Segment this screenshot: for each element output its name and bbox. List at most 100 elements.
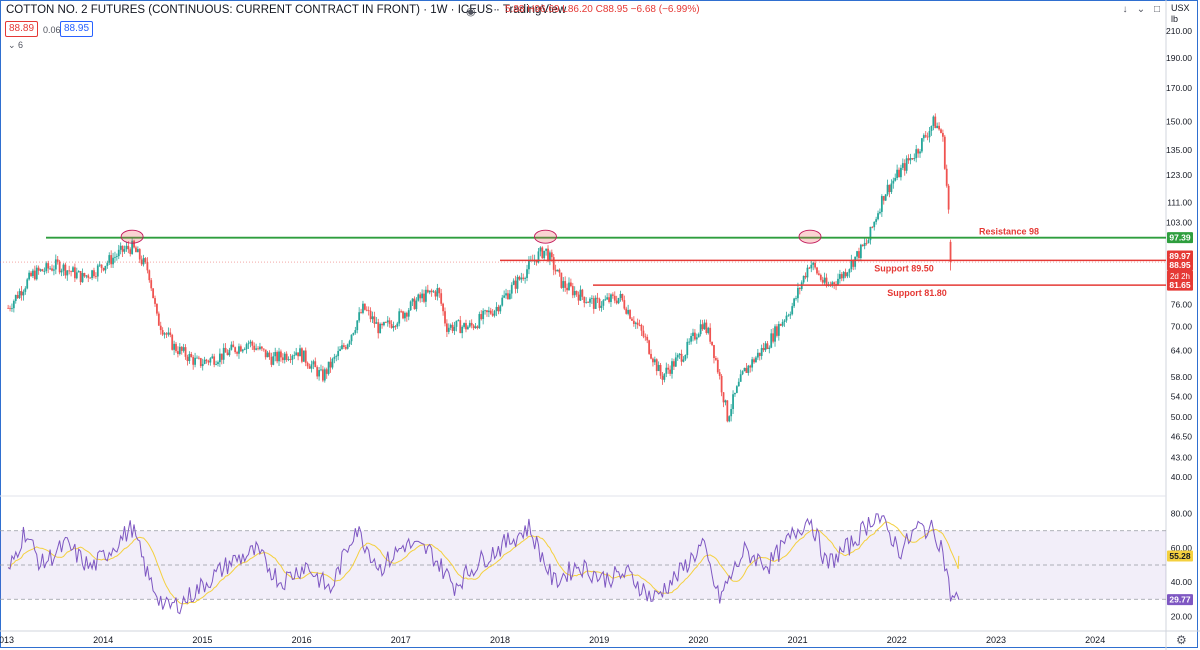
scroll-down-button[interactable]: ↓ bbox=[1122, 4, 1128, 15]
candle bbox=[743, 367, 746, 372]
candle-body bbox=[930, 125, 933, 131]
candle bbox=[823, 272, 826, 286]
candle bbox=[383, 321, 385, 327]
candle bbox=[926, 132, 929, 141]
candle bbox=[756, 348, 759, 360]
candle-body bbox=[480, 314, 483, 320]
date-tick-label: 2023 bbox=[986, 635, 1006, 645]
candle-body bbox=[863, 242, 866, 247]
candle-body bbox=[882, 196, 885, 201]
candle-body bbox=[814, 262, 816, 268]
sell-price-box[interactable]: 88.89 bbox=[5, 21, 39, 37]
candle-body bbox=[774, 326, 776, 342]
candle bbox=[377, 318, 380, 339]
candle-body bbox=[621, 293, 624, 301]
date-tick-label: 2014 bbox=[93, 635, 113, 645]
candle bbox=[400, 309, 403, 313]
candle bbox=[659, 362, 662, 379]
candle bbox=[735, 385, 738, 394]
candle bbox=[619, 290, 622, 302]
candle bbox=[331, 357, 334, 370]
candle-body bbox=[915, 149, 918, 159]
candle bbox=[283, 351, 286, 364]
candle bbox=[404, 311, 406, 322]
candle bbox=[741, 370, 744, 376]
candle bbox=[112, 252, 114, 268]
candle-body bbox=[739, 374, 742, 382]
candle bbox=[566, 283, 568, 295]
candle-body bbox=[495, 306, 498, 311]
candle-body bbox=[714, 358, 717, 360]
price-tick-label: 54.00 bbox=[1171, 391, 1193, 401]
candle-body bbox=[37, 267, 40, 271]
candle bbox=[570, 278, 572, 288]
candle-body bbox=[442, 303, 444, 312]
collapse-icon[interactable]: ⌄ bbox=[1136, 4, 1146, 15]
candle-body bbox=[888, 184, 891, 193]
candle bbox=[360, 308, 362, 314]
candle-body bbox=[301, 348, 303, 362]
candle-body bbox=[514, 280, 517, 289]
candle bbox=[470, 319, 473, 329]
buy-price-box[interactable]: 88.95 bbox=[60, 21, 94, 37]
candle-body bbox=[512, 280, 515, 285]
candle-body bbox=[87, 275, 90, 278]
candle-body bbox=[142, 258, 145, 265]
candle-body bbox=[520, 277, 523, 280]
candle-body bbox=[838, 274, 841, 279]
candle bbox=[125, 241, 128, 252]
candle bbox=[486, 310, 488, 317]
candle bbox=[539, 246, 542, 257]
candle bbox=[886, 179, 889, 197]
candle bbox=[428, 290, 431, 295]
candle-body bbox=[398, 311, 401, 324]
candle-body bbox=[487, 310, 490, 313]
candle-body bbox=[865, 242, 868, 244]
settings-gear-icon[interactable]: ⚙ bbox=[1176, 633, 1187, 647]
candle bbox=[501, 294, 504, 307]
candle bbox=[739, 369, 742, 382]
candle bbox=[102, 267, 105, 272]
candle-body bbox=[709, 327, 712, 342]
candle-body bbox=[184, 347, 187, 357]
candle bbox=[350, 334, 353, 345]
candle bbox=[707, 326, 710, 335]
candle-body bbox=[388, 320, 391, 325]
candle-body bbox=[489, 310, 492, 314]
candle bbox=[356, 320, 359, 334]
candle-body bbox=[56, 259, 59, 262]
candle-body bbox=[236, 352, 238, 354]
candle bbox=[119, 242, 122, 255]
candle bbox=[371, 311, 374, 324]
candle bbox=[724, 399, 727, 406]
candle-body bbox=[550, 252, 553, 258]
candle-body bbox=[659, 364, 662, 376]
candle bbox=[898, 167, 900, 178]
price-tick-label: 123.00 bbox=[1166, 170, 1192, 180]
candle-body bbox=[819, 274, 822, 280]
candle bbox=[318, 366, 320, 381]
candle-body bbox=[808, 267, 811, 269]
candle bbox=[426, 284, 429, 294]
indicators-toggle[interactable]: ⌄ 6 bbox=[8, 40, 24, 50]
visibility-eye-icon[interactable]: ◉ bbox=[466, 6, 476, 18]
rsi-tick-label: 20.00 bbox=[1171, 611, 1193, 621]
candle-body bbox=[272, 356, 275, 365]
candle-body bbox=[943, 136, 946, 169]
candle bbox=[634, 321, 637, 330]
price-tick-label: 111.00 bbox=[1167, 197, 1192, 207]
candle bbox=[730, 404, 733, 422]
candle bbox=[493, 309, 496, 318]
more-options-icon[interactable]: ⋯ bbox=[486, 4, 497, 16]
maximize-icon[interactable]: □ bbox=[1153, 4, 1161, 15]
candle bbox=[291, 354, 294, 365]
candle bbox=[94, 272, 97, 279]
candle-body bbox=[274, 352, 277, 357]
candle bbox=[434, 289, 437, 300]
candle bbox=[264, 349, 267, 360]
candle-body bbox=[98, 264, 101, 266]
candle-body bbox=[133, 240, 135, 248]
candle bbox=[16, 291, 19, 299]
candle bbox=[810, 259, 813, 273]
